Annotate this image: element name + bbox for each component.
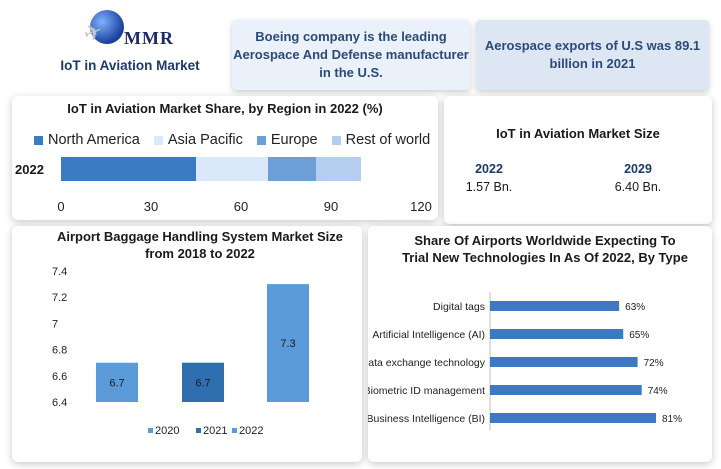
data-label: 72% [644,358,664,369]
airports-chart: Digital tags 63% Artificial Intelligence (… [368,292,682,430]
legend-swatch [34,135,43,145]
bar [490,413,657,423]
legend-swatch [232,428,237,433]
logo: ✈ MMR IoT in Aviation Market [40,6,220,82]
legend-label: Asia Pacific [167,132,243,148]
bar [267,284,309,402]
y-tick-label: 6.6 [52,371,67,383]
legend-swatch [148,428,153,433]
baggage-chart-title: Airport Baggage Handling System Market S… [56,229,344,261]
market-size-year: 2029 [624,162,652,176]
market-size-2022: 2022 1.57 Bn. [444,162,534,194]
fact-text-2: Aerospace exports of U.S was 89.1 billio… [484,38,701,71]
bar [490,357,638,367]
x-tick-label: 120 [410,199,432,214]
legend-label: 2020 [155,425,179,437]
bar [96,362,138,402]
bar-segment [268,157,316,181]
category-label: Digital tags [433,301,485,313]
market-size-value: 1.57 Bn. [465,180,513,194]
category-label: Data exchange technology [368,357,486,369]
category-label: 2022 [15,162,44,177]
fact-text-1: Boeing company is the leading Aerospace … [233,29,469,80]
globe-icon [90,10,124,44]
airports-chart-title: Share Of Airports Worldwide Expecting To… [402,233,688,265]
market-size-title: IoT in Aviation Market Size [496,126,660,141]
legend-label: Europe [270,132,318,148]
category-label: Artificial Intelligence (AI) [372,329,485,341]
bar-segment [61,157,196,181]
market-size-value: 6.40 Bn. [614,180,662,194]
data-label: 65% [629,330,649,341]
y-tick-label: 6.4 [52,397,67,409]
x-tick-label: 30 [144,199,158,214]
category-label: Business Intelligence (BI) [368,413,485,425]
bar [490,385,642,395]
market-size-card: IoT in Aviation Market Size 2022 1.57 Bn… [444,96,712,224]
y-tick-label: 7 [52,318,58,330]
legend-swatch [153,135,163,145]
bar [182,362,224,402]
fact-box-exports: Aerospace exports of U.S was 89.1 billio… [476,20,709,90]
logo-text: MMR [124,28,174,48]
data-label: 81% [662,414,682,425]
y-tick-label: 7.4 [52,266,67,278]
legend-swatch [331,135,341,145]
legend-item: Europe [256,132,318,148]
region-chart-title: IoT in Aviation Market Share, by Region … [67,101,383,116]
report-title: IoT in Aviation Market [60,58,200,73]
x-tick-label: 0 [57,199,64,214]
x-tick-label: 90 [324,199,338,214]
data-label: 74% [648,386,668,397]
data-label: 6.7 [195,377,210,389]
category-label: Biometric ID management [368,385,485,397]
legend-swatch [196,428,201,433]
bar-segment [316,157,361,181]
region-legend: North America Asia Pacific Europe Rest of w… [34,132,430,148]
legend-label: Rest of world [345,132,431,148]
market-size-year: 2022 [475,162,503,176]
y-tick-label: 6.8 [52,345,67,357]
fact-box-boeing: Boeing company is the leading Aerospace … [232,20,470,90]
x-tick-label: 60 [234,199,248,214]
market-size-2029: 2029 6.40 Bn. [593,162,683,194]
baggage-chart: 6.4 6.6 6.8 7 7.2 7.4 6.7 6.7 7.3 2020 2021 2022 [52,266,309,437]
legend-label: North America [48,132,140,148]
bar [490,329,624,339]
y-tick-label: 7.2 [52,292,67,304]
data-label: 6.7 [109,377,124,389]
legend-label: 2021 [203,425,227,437]
data-label: 7.3 [280,338,295,350]
legend-item: North America [34,132,140,148]
bar [490,301,620,311]
legend-swatch [256,135,266,145]
region-chart: 2022 0 30 60 90 120 [15,157,432,214]
legend-label: 2022 [239,425,263,437]
bar-segment [196,157,268,181]
data-label: 63% [625,302,645,313]
legend-item: Asia Pacific [153,132,243,148]
legend-item: Rest of world [331,132,431,148]
